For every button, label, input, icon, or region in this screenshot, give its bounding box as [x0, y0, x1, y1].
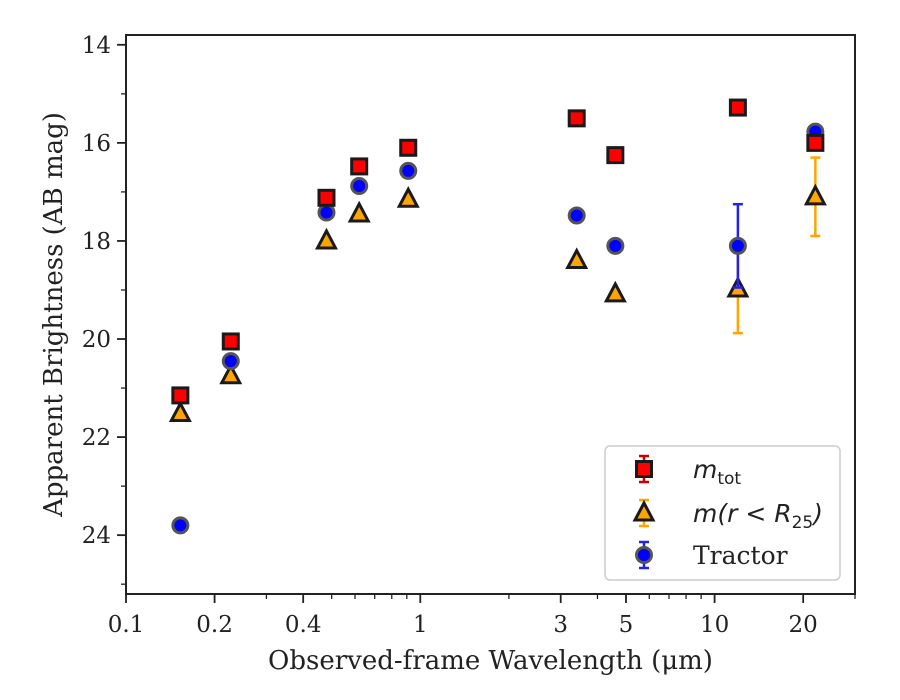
- x-axis-label: Observed-frame Wavelength (μm): [268, 646, 713, 676]
- data-point: [567, 206, 586, 225]
- data-point: [221, 352, 240, 371]
- triangle-marker: [314, 227, 338, 250]
- circle-marker: [221, 352, 240, 371]
- data-point: [803, 156, 827, 238]
- x-tick-label: 5: [619, 612, 634, 638]
- x-tick-label: 20: [789, 612, 818, 638]
- series-tractor: [171, 122, 825, 535]
- y-tick-label: 20: [82, 327, 111, 353]
- legend-entry-m_tot: mtot: [635, 454, 741, 489]
- circle-marker: [350, 177, 369, 196]
- y-axis-label: Apparent Brightness (AB mag): [39, 112, 69, 518]
- plot-frame: [125, 34, 856, 595]
- axis-ticks: 0.1 0.2 0.4 1 3 5 10 20 14 16 18 20 22 24: [82, 33, 856, 638]
- circle-marker: [171, 516, 190, 535]
- legend-label-tail: ): [811, 499, 823, 528]
- data-point: [350, 157, 369, 176]
- data-point: [221, 332, 240, 351]
- square-marker: [606, 146, 625, 165]
- series-m_r_R25: [168, 156, 827, 423]
- series-m_tot: [171, 98, 825, 405]
- triangle-marker: [803, 183, 827, 206]
- circle-marker: [606, 236, 625, 255]
- y-tick-label: 16: [82, 131, 111, 157]
- legend-label: m(r < R25): [693, 499, 823, 533]
- data-point: [396, 186, 420, 208]
- data-point: [350, 177, 369, 196]
- square-marker: [567, 109, 586, 128]
- triangle-marker: [603, 280, 627, 303]
- square-marker: [806, 133, 825, 152]
- legend-entry-m_r_R25: m(r < R25): [632, 498, 823, 533]
- triangle-marker: [168, 400, 192, 423]
- square-marker: [350, 157, 369, 176]
- plot-marks: [168, 98, 827, 535]
- x-tick-label: 0.2: [196, 612, 233, 638]
- data-point: [606, 146, 625, 165]
- data-point: [567, 109, 586, 128]
- triangle-marker: [632, 499, 656, 522]
- data-point: [168, 400, 192, 423]
- y-tick-label: 24: [82, 523, 111, 549]
- data-point: [565, 247, 589, 270]
- circle-marker: [728, 236, 747, 255]
- square-marker: [317, 188, 336, 207]
- data-point: [728, 98, 747, 117]
- data-point: [606, 236, 625, 255]
- data-point: [317, 203, 336, 222]
- legend: mtot m(r < R25) Tractor: [604, 445, 841, 581]
- circle-marker: [399, 161, 418, 180]
- square-marker: [635, 460, 653, 478]
- circle-marker: [635, 546, 653, 564]
- data-point: [399, 161, 418, 180]
- square-marker: [221, 332, 240, 351]
- triangle-marker: [219, 362, 243, 385]
- x-tick-label: 1: [413, 612, 428, 638]
- legend-label-sub: tot: [717, 469, 741, 489]
- circle-marker: [567, 206, 586, 225]
- data-point: [728, 202, 747, 289]
- data-point: [219, 362, 243, 385]
- square-marker: [171, 386, 190, 405]
- triangle-marker: [565, 247, 589, 270]
- data-point: [603, 280, 627, 303]
- data-point: [347, 200, 371, 223]
- legend-label-main: m: [693, 455, 717, 484]
- data-point: [806, 133, 825, 152]
- legend-label: mtot: [693, 455, 741, 489]
- triangle-marker: [396, 186, 420, 208]
- legend-label-main: m(r < R: [693, 499, 792, 528]
- data-point: [399, 138, 418, 157]
- y-tick-label: 14: [82, 33, 111, 59]
- legend-label: Tractor: [693, 541, 788, 570]
- legend-label-sub: 25: [792, 513, 814, 533]
- x-tick-label: 10: [700, 612, 729, 638]
- legend-label-main: Tractor: [693, 541, 788, 570]
- x-tick-label: 3: [553, 612, 568, 638]
- y-tick-label: 22: [82, 425, 111, 451]
- data-point: [171, 516, 190, 535]
- square-marker: [399, 138, 418, 157]
- y-tick-label: 18: [82, 229, 111, 255]
- x-tick-label: 0.1: [108, 612, 145, 638]
- legend-entry-tractor: Tractor: [635, 540, 788, 570]
- circle-marker: [317, 203, 336, 222]
- data-point: [317, 188, 336, 207]
- triangle-marker: [347, 200, 371, 223]
- x-tick-label: 0.4: [285, 612, 322, 638]
- legend-box: [604, 445, 841, 581]
- data-point: [171, 386, 190, 405]
- square-marker: [728, 98, 747, 117]
- data-point: [314, 227, 338, 250]
